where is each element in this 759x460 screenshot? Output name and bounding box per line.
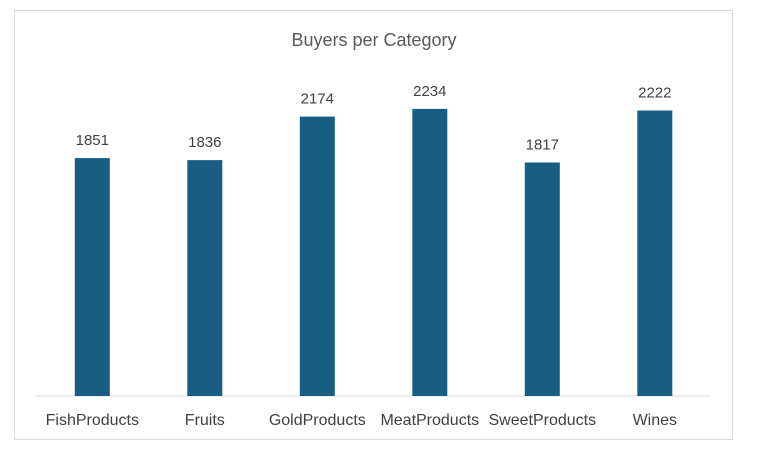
chart-title: Buyers per Category xyxy=(291,30,456,50)
bar-goldproducts xyxy=(299,116,335,396)
data-label-goldproducts: 2174 xyxy=(301,91,334,108)
category-label-meatproducts: MeatProducts xyxy=(380,412,479,429)
data-label-fishproducts: 1851 xyxy=(76,132,109,149)
data-label-meatproducts: 2234 xyxy=(413,83,446,100)
bar-wines xyxy=(637,110,673,396)
bar-fishproducts xyxy=(74,158,110,396)
labels-group: 1851 FishProducts 1836 Fruits 2174 GoldProduc… xyxy=(46,83,677,429)
bars-group xyxy=(74,108,673,397)
category-label-goldproducts: GoldProducts xyxy=(269,412,366,429)
chart-frame xyxy=(14,10,733,440)
bar-sweetproducts xyxy=(524,162,560,396)
category-label-sweetproducts: SweetProducts xyxy=(488,412,596,429)
category-label-wines: Wines xyxy=(633,412,677,429)
category-label-fishproducts: FishProducts xyxy=(46,412,139,429)
bar-meatproducts xyxy=(412,108,448,397)
category-label-fruits: Fruits xyxy=(185,412,225,429)
data-label-sweetproducts: 1817 xyxy=(526,137,559,154)
bar-fruits xyxy=(187,160,223,396)
data-label-fruits: 1836 xyxy=(188,134,221,151)
data-label-wines: 2222 xyxy=(638,85,671,102)
